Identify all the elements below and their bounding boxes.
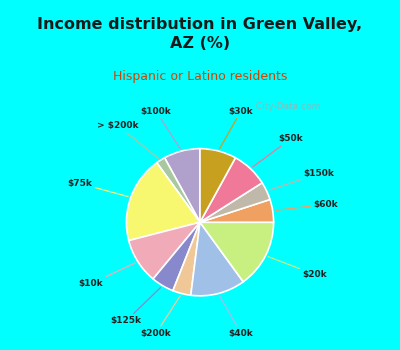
- Wedge shape: [126, 163, 200, 240]
- Text: $50k: $50k: [253, 134, 303, 167]
- Text: Income distribution in Green Valley,
AZ (%): Income distribution in Green Valley, AZ …: [38, 17, 362, 51]
- Text: > $200k: > $200k: [97, 121, 158, 158]
- Wedge shape: [200, 149, 236, 222]
- Text: $60k: $60k: [276, 200, 338, 210]
- Text: $10k: $10k: [79, 263, 135, 288]
- Wedge shape: [129, 222, 200, 279]
- Text: Hispanic or Latino residents: Hispanic or Latino residents: [113, 70, 287, 83]
- Text: $75k: $75k: [68, 179, 128, 197]
- Wedge shape: [173, 222, 200, 295]
- Text: $200k: $200k: [141, 296, 180, 338]
- Wedge shape: [200, 199, 274, 222]
- Wedge shape: [153, 222, 200, 290]
- Wedge shape: [200, 183, 270, 222]
- Text: $100k: $100k: [141, 107, 180, 149]
- Wedge shape: [191, 222, 243, 296]
- Wedge shape: [200, 158, 262, 222]
- Text: $125k: $125k: [111, 287, 160, 325]
- Text: $40k: $40k: [220, 296, 253, 338]
- Wedge shape: [164, 149, 200, 222]
- Text: City-Data.com: City-Data.com: [250, 102, 320, 111]
- Wedge shape: [200, 222, 274, 282]
- Text: $30k: $30k: [220, 107, 253, 148]
- Text: $150k: $150k: [269, 169, 334, 190]
- Text: $20k: $20k: [268, 257, 327, 279]
- Wedge shape: [157, 158, 200, 222]
